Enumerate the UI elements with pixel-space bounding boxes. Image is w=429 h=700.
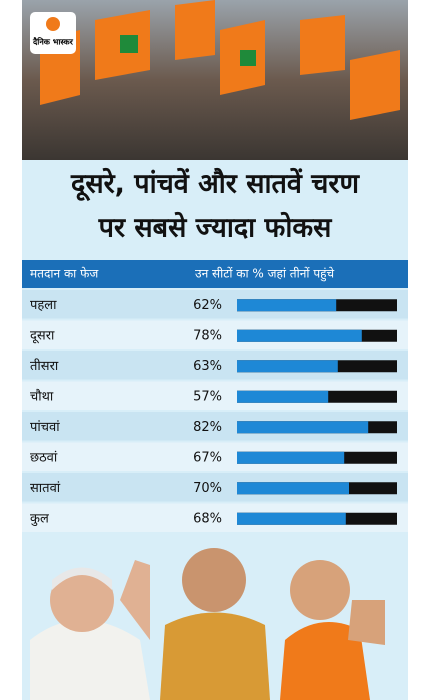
bar	[237, 451, 345, 464]
title-line: दूसरे, पांचवें और सातवें चरण	[70, 168, 360, 202]
value-label: 70%	[193, 481, 222, 496]
value-label: 78%	[193, 328, 222, 343]
category-label: दूसरा	[30, 328, 55, 343]
bar	[237, 512, 346, 525]
value-label: 62%	[193, 298, 222, 313]
bar	[237, 482, 349, 495]
bar	[237, 390, 329, 403]
bar	[237, 360, 338, 373]
category-label: पहला	[30, 298, 57, 313]
category-label: तीसरा	[30, 358, 59, 374]
logo-icon	[46, 17, 60, 31]
value-label: 82%	[193, 420, 222, 435]
category-label: कुल	[30, 511, 49, 526]
header-label: मतदान का फेज	[30, 267, 99, 281]
logo	[30, 12, 76, 54]
category-label: छठवां	[30, 450, 58, 465]
table-header	[22, 260, 408, 288]
bar	[237, 299, 337, 312]
category-label: चौथा	[30, 388, 54, 404]
value-label: 57%	[193, 389, 222, 404]
bar	[237, 329, 362, 342]
logo-text: दैनिक भास्कर	[32, 37, 74, 47]
value-label: 68%	[193, 511, 222, 526]
value-label: 63%	[193, 359, 222, 374]
header-label: उन सीटों का % जहां तीनों पहुंचे	[195, 267, 335, 282]
category-label: सातवां	[30, 481, 61, 496]
value-label: 67%	[193, 450, 222, 465]
bar	[237, 421, 369, 434]
category-label: पांचवां	[30, 420, 60, 435]
leaders-photo	[30, 548, 385, 700]
title-line: पर सबसे ज्यादा फोकस	[98, 212, 333, 244]
